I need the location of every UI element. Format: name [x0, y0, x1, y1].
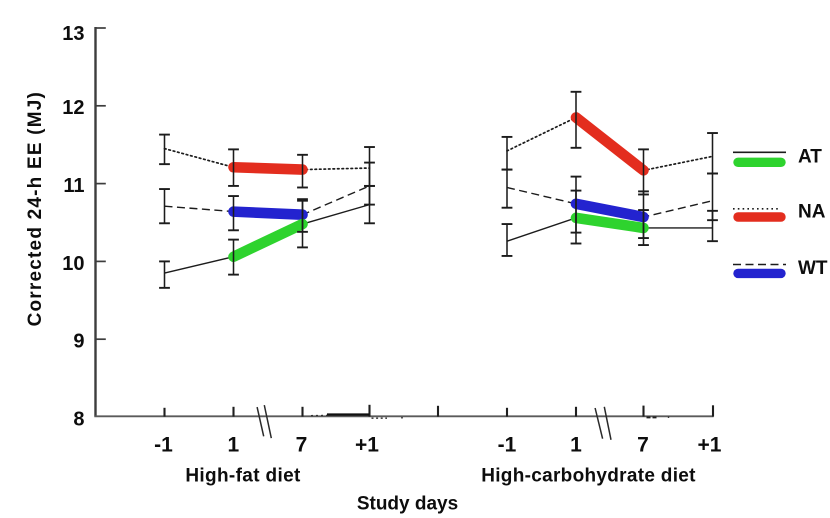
svg-text:11: 11 [63, 175, 84, 197]
svg-text:8: 8 [73, 408, 84, 430]
svg-text:+1: +1 [355, 433, 379, 456]
svg-text:1: 1 [570, 433, 582, 456]
svg-text:Corrected 24-h EE (MJ): Corrected 24-h EE (MJ) [25, 91, 46, 326]
svg-text:Study days: Study days [357, 494, 458, 515]
svg-text:-1: -1 [498, 433, 517, 456]
svg-text:7: 7 [637, 433, 649, 456]
svg-text:9: 9 [73, 331, 84, 353]
svg-text:12: 12 [62, 97, 84, 119]
svg-text:1: 1 [227, 433, 239, 456]
svg-text:+1: +1 [698, 433, 722, 456]
svg-text:WT: WT [798, 258, 828, 279]
svg-text:NA: NA [798, 202, 826, 223]
svg-text:-1: -1 [154, 433, 173, 456]
svg-text:10: 10 [62, 253, 84, 275]
svg-text:High-fat diet: High-fat diet [185, 466, 301, 487]
svg-text:13: 13 [62, 23, 84, 45]
svg-text:AT: AT [798, 146, 822, 167]
svg-text:High-carbohydrate diet: High-carbohydrate diet [481, 466, 696, 487]
svg-text:7: 7 [296, 433, 308, 456]
